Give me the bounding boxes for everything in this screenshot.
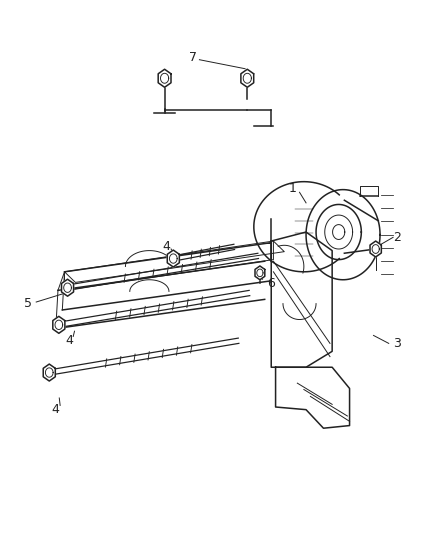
Text: 4: 4	[65, 334, 73, 347]
Polygon shape	[370, 241, 381, 257]
Polygon shape	[255, 266, 265, 280]
Text: 2: 2	[393, 231, 401, 244]
Text: 4: 4	[163, 240, 171, 253]
Polygon shape	[241, 69, 254, 87]
Polygon shape	[167, 250, 179, 267]
Polygon shape	[53, 317, 65, 333]
Text: 1: 1	[289, 182, 297, 195]
Text: 4: 4	[52, 403, 60, 416]
Text: 7: 7	[189, 51, 197, 63]
Polygon shape	[158, 69, 171, 87]
Text: 6: 6	[267, 277, 275, 290]
Polygon shape	[61, 279, 74, 296]
Polygon shape	[43, 364, 55, 381]
Text: 5: 5	[24, 297, 32, 310]
Text: 3: 3	[393, 337, 401, 350]
